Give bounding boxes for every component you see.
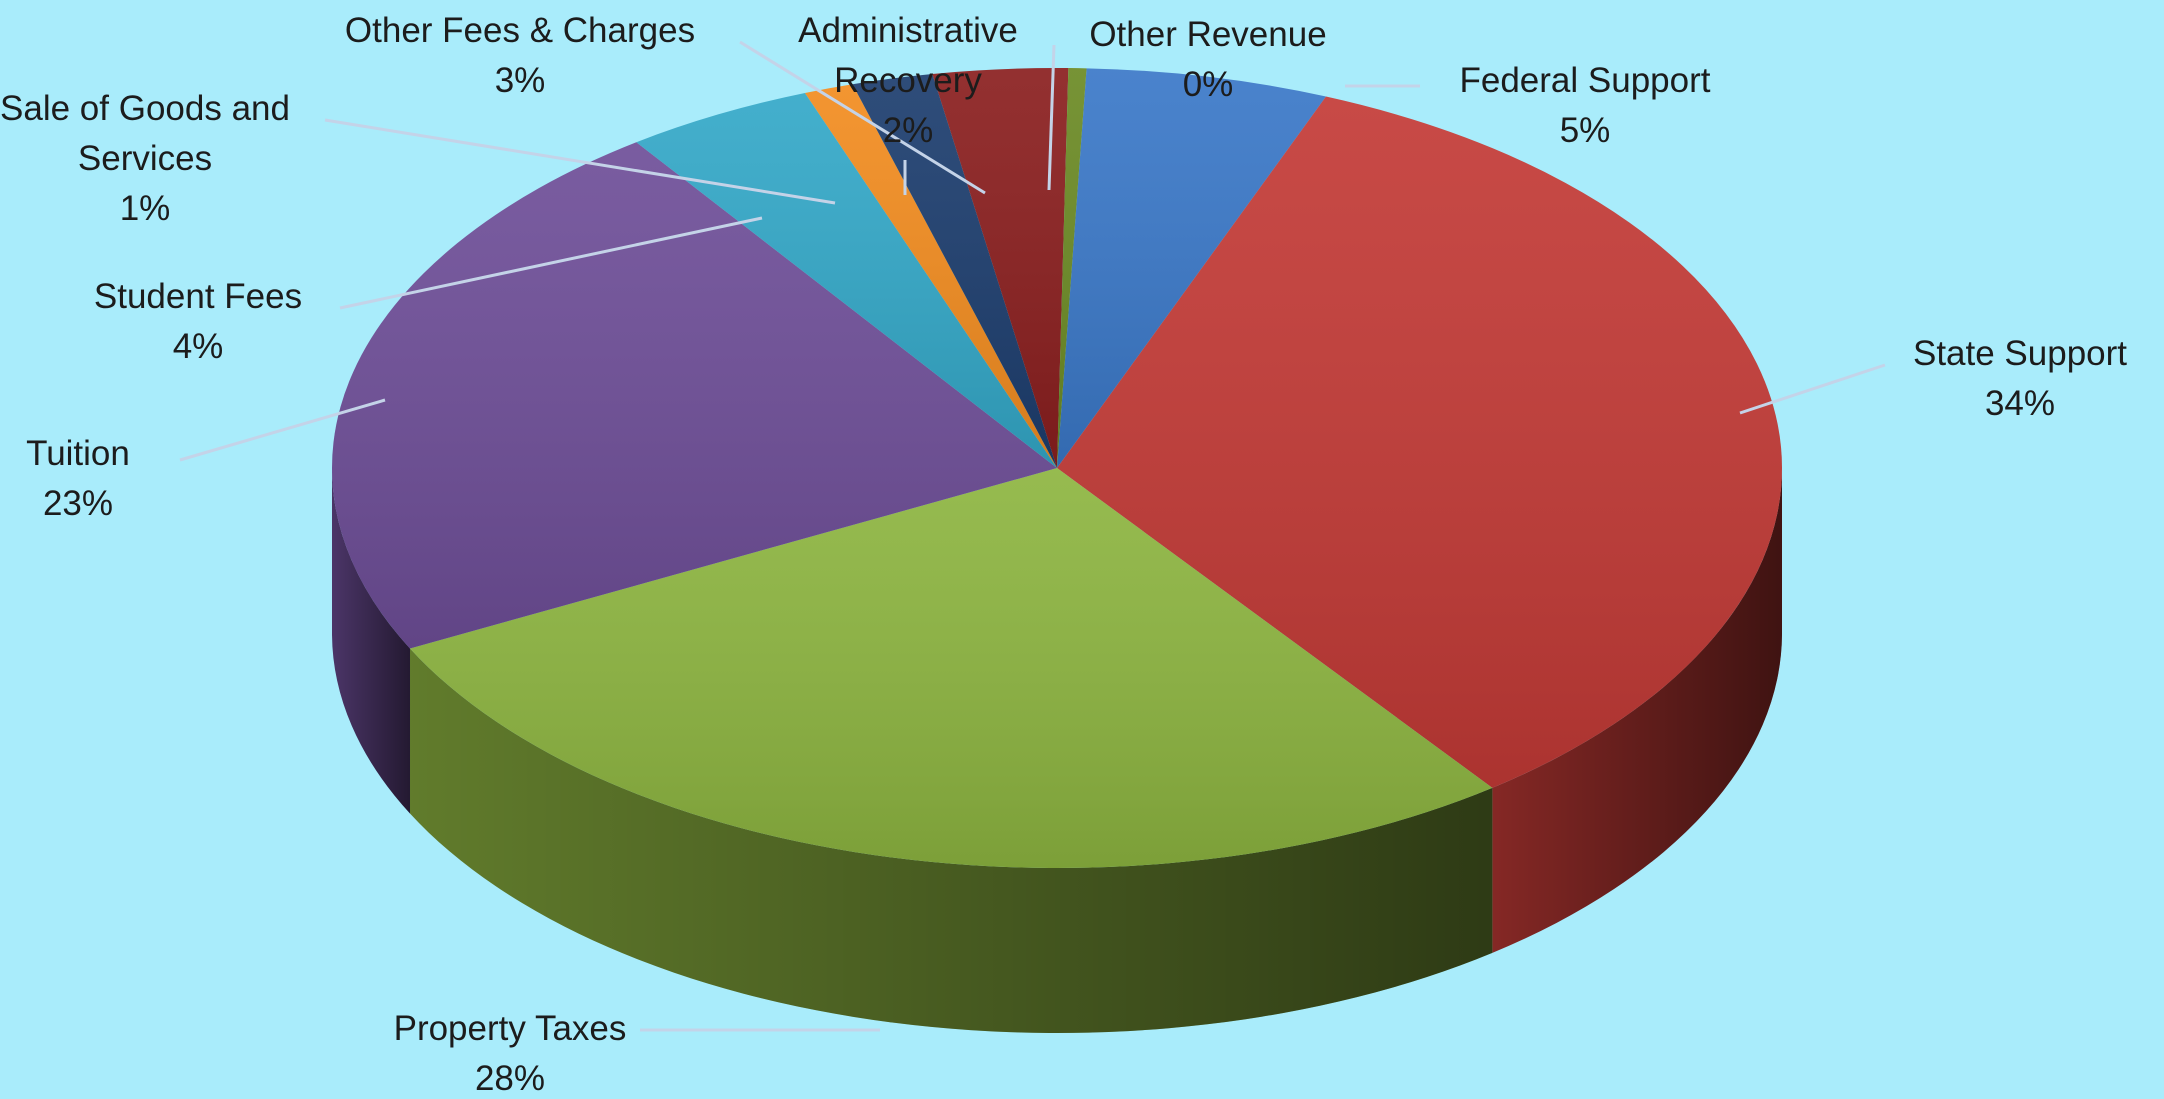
label-administrative-recovery: Administrative Recovery 2%	[798, 11, 1018, 150]
label-name-sale-of-goods-and-services: Services	[78, 139, 212, 178]
pie-slice-shade-federal-support	[1057, 68, 1326, 468]
leader-sale-of-goods-and-services	[324, 118, 836, 205]
label-state-support: State Support 34%	[1913, 334, 2127, 423]
slice-labels: Federal Support 5% State Support 34% Propert…	[0, 11, 2127, 1098]
label-pct-administrative-recovery: 2%	[883, 111, 934, 150]
label-pct-student-fees: 4%	[173, 327, 224, 366]
label-student-fees: Student Fees 4%	[94, 277, 302, 366]
pie-slice-shade-other-revenue	[1057, 68, 1087, 468]
leader-state-support	[1739, 363, 1886, 415]
pie-sides	[332, 468, 1782, 1033]
label-property-taxes: Property Taxes 28%	[394, 1009, 627, 1098]
label-pct-tuition: 23%	[43, 484, 113, 523]
label-tuition: Tuition 23%	[26, 434, 130, 523]
label-sale-of-goods-and-services: Sale of Goods and Services 1%	[0, 89, 290, 228]
leader-other-fees-and-charges	[739, 40, 986, 195]
leader-student-fees	[339, 216, 763, 310]
label-other-revenue: Other Revenue 0%	[1089, 15, 1326, 104]
label-pct-other-revenue: 0%	[1183, 65, 1234, 104]
label-pct-property-taxes: 28%	[475, 1059, 545, 1098]
pie-slice-shade-other-fees-and-charges	[932, 68, 1069, 468]
label-name-administrative-recovery: Administrative	[798, 11, 1018, 50]
label-name-property-taxes: Property Taxes	[394, 1009, 627, 1048]
label-name-other-revenue: Other Revenue	[1089, 15, 1326, 54]
label-other-fees-and-charges: Other Fees & Charges 3%	[345, 11, 695, 100]
label-name-tuition: Tuition	[26, 434, 130, 473]
label-name-federal-support: Federal Support	[1460, 61, 1711, 100]
leader-tuition	[179, 398, 386, 462]
label-name-state-support: State Support	[1913, 334, 2127, 373]
pie-side-shade-property-taxes	[410, 648, 1493, 1033]
leader-other-revenue	[1047, 44, 1056, 191]
label-pct-sale-of-goods-and-services: 1%	[120, 189, 171, 228]
label-pct-state-support: 34%	[1985, 384, 2055, 423]
leader-lines	[179, 40, 1886, 1032]
pie-side-shade-state-support	[1492, 468, 1782, 953]
label-name-other-fees-and-charges: Other Fees & Charges	[345, 11, 695, 50]
pie-tops	[331, 68, 1783, 869]
pie-slice-shade-sale-of-goods-and-services	[804, 84, 1057, 468]
pie-slice-shade-state-support	[1057, 96, 1783, 788]
pie-slice-shade-tuition	[331, 142, 1057, 649]
label-name-student-fees: Student Fees	[94, 277, 302, 316]
pie-slice-shade-property-taxes	[410, 468, 1493, 869]
pie-side-shade-tuition	[332, 468, 411, 814]
label-name-administrative-recovery: Recovery	[834, 61, 982, 100]
label-federal-support: Federal Support 5%	[1460, 61, 1711, 150]
label-pct-federal-support: 5%	[1560, 111, 1611, 150]
label-pct-other-fees-and-charges: 3%	[495, 61, 546, 100]
label-name-sale-of-goods-and-services: Sale of Goods and	[0, 89, 290, 128]
